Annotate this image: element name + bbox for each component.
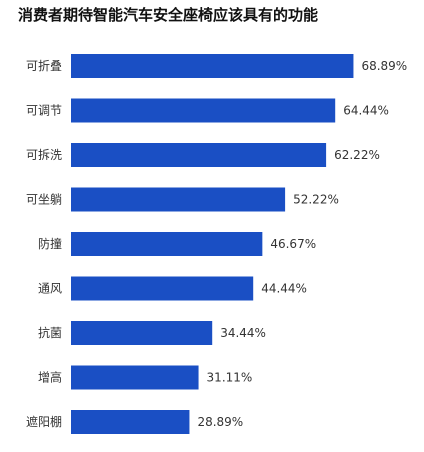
data-label: 44.44% [261, 282, 307, 296]
bar [71, 54, 354, 78]
bar [71, 276, 254, 301]
data-label: 62.22% [334, 148, 380, 162]
data-label: 34.44% [220, 326, 266, 340]
data-label: 28.89% [197, 415, 243, 429]
bar [71, 98, 336, 123]
data-label: 52.22% [293, 193, 339, 207]
category-label: 遮阳棚 [26, 414, 62, 429]
data-label: 64.44% [343, 104, 389, 118]
category-label: 抗菌 [38, 325, 62, 340]
data-label: 31.11% [207, 371, 253, 385]
bar [71, 321, 213, 345]
bar [71, 410, 190, 434]
category-label: 可折叠 [26, 58, 62, 73]
bar [71, 232, 263, 256]
category-label: 可调节 [26, 104, 62, 118]
bar [71, 365, 199, 390]
category-label: 防撞 [38, 236, 62, 251]
data-label: 46.67% [270, 237, 316, 251]
bar [71, 143, 327, 167]
category-label: 增高 [38, 370, 62, 385]
category-label: 通风 [38, 282, 62, 296]
bar [71, 187, 286, 212]
chart-title: 消费者期待智能汽车安全座椅应该具有的功能 [18, 6, 319, 24]
category-label: 可坐躺 [26, 192, 62, 207]
category-label: 可拆洗 [26, 147, 62, 162]
data-label: 68.89% [361, 59, 407, 73]
